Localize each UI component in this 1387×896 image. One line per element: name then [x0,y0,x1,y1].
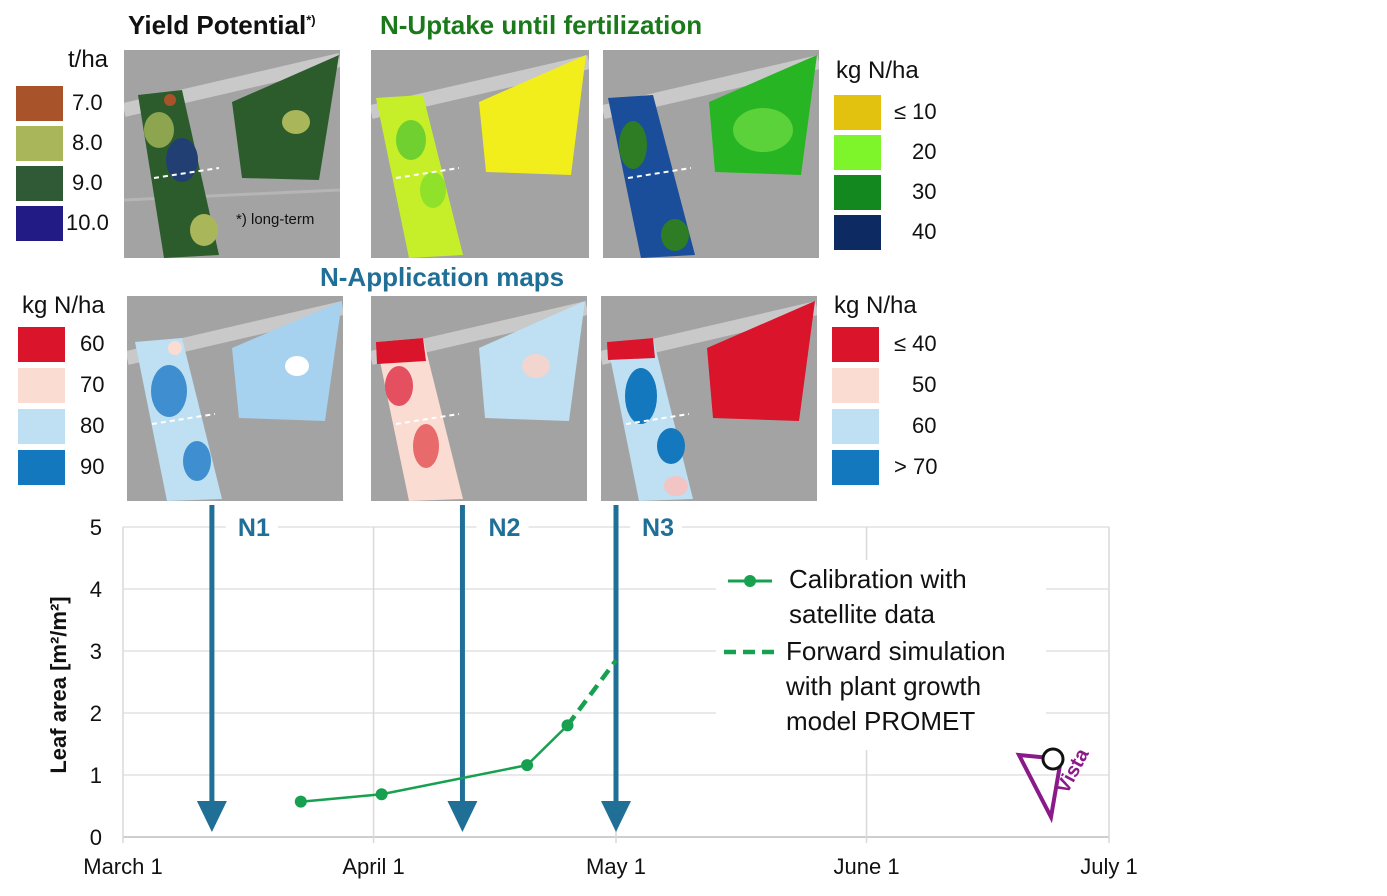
application-left-legend-label: 70 [80,372,105,397]
yield-legend-label: 7.0 [72,90,103,115]
yield-legend-swatch [16,206,63,241]
n-uptake-map [371,50,589,258]
calibration-point [521,759,534,772]
application-right-legend-label: 60 [912,413,937,438]
n-uptake-map-2 [603,50,819,258]
uptake-unit-label: kg N/ha [836,57,919,84]
leaf-area-chart: 0 1 2 3 4 5 March 1 April 1 May 1 June 1 July 1 N1… [46,505,1138,879]
annotation-label-bg [225,507,278,543]
fertilization-arrow-head [601,801,631,832]
application-left-unit-label: kg N/ha [22,292,105,319]
yield-legend-label: 9.0 [72,170,103,195]
yield-potential-map: *) long-term [124,50,340,258]
annotation-label-bg [476,507,529,543]
yield-legend-swatch [16,166,63,201]
application-right-legend-swatch [832,368,879,403]
legend-entry-text: model PROMET [786,706,975,736]
chart-legend: Calibration with satellite data Forward si… [716,560,1046,750]
application-left-legend-label: 80 [80,413,105,438]
x-tick-label: March 1 [83,854,162,879]
annotation-label-n2: N2 [488,514,520,542]
application-left-legend-swatch [18,409,65,444]
application-left-legend-swatch [18,368,65,403]
uptake-legend-label: 40 [912,219,937,244]
x-tick-label: June 1 [834,854,900,879]
vista-logo: Vista [1015,744,1094,824]
n-application-title: N-Application maps [320,262,565,292]
uptake-legend-swatch [834,95,881,130]
application-right-legend-swatch [832,327,879,362]
application-left-legend-swatch [18,327,65,362]
y-axis-label: Leaf area [m²/m²] [46,596,71,773]
legend-calibration-marker [744,575,756,587]
x-tick-label: May 1 [586,854,646,879]
x-tick-label: July 1 [1080,854,1137,879]
y-tick-label: 4 [90,577,102,602]
application-right-legend-label: > 70 [894,454,938,479]
yield-footnote: *) long-term [236,211,315,228]
calibration-point [375,788,388,801]
uptake-legend-label: 30 [912,179,937,204]
legend-background [716,560,1046,750]
y-tick-label: 0 [90,825,102,850]
annotation-label-n1: N1 [238,514,270,542]
x-tick-label: April 1 [342,854,404,879]
uptake-legend-label: 20 [912,139,937,164]
chart-axis-tick-labels: 0 1 2 3 4 5 March 1 April 1 May 1 June 1 July 1 [83,515,1137,879]
chart-series [294,658,618,808]
fertilization-arrow-head [196,801,227,832]
y-tick-label: 2 [90,701,102,726]
application-right-unit-label: kg N/ha [834,292,917,319]
yield-unit-label: t/ha [68,46,109,73]
annotation-label-n3: N3 [642,514,674,542]
uptake-legend-swatch [834,215,881,250]
n-application-map-n3 [601,296,817,501]
yield-legend-label: 10.0 [66,210,109,235]
fertilization-arrows: N1 N2 N3 [196,505,682,832]
n-application-map-n2 [371,296,587,501]
uptake-legend-swatch [834,135,881,170]
yield-legend-swatch [16,126,63,161]
application-right-legend-label: 50 [912,372,937,397]
legend-entry-text: Calibration with [789,564,967,594]
application-left-legend-label: 60 [80,331,105,356]
forward-simulation-line [565,658,618,727]
application-left-legend-swatch [18,450,65,485]
yield-potential-title: Yield Potential*) [128,10,316,40]
application-left-legend-label: 90 [80,454,105,479]
n-application-map-n1 [127,296,343,501]
application-right-legend-label: ≤ 40 [894,331,937,356]
calibration-line [300,724,569,803]
legend-entry-text: satellite data [789,599,936,629]
y-tick-label: 5 [90,515,102,540]
calibration-point [294,795,307,808]
application-right-legend-swatch [832,450,879,485]
uptake-legend-label: ≤ 10 [894,99,937,124]
annotation-label-bg [630,507,682,543]
fertilization-arrow-head [447,801,478,832]
n-uptake-title: N-Uptake until fertilization [380,10,703,40]
y-tick-label: 3 [90,639,102,664]
application-right-legend-swatch [832,409,879,444]
legend-entry-text: Forward simulation [786,636,1006,666]
uptake-legend-swatch [834,175,881,210]
yield-legend-swatch [16,86,63,121]
y-tick-label: 1 [90,763,102,788]
legend-entry-text: with plant growth [785,671,981,701]
yield-legend-label: 8.0 [72,130,103,155]
